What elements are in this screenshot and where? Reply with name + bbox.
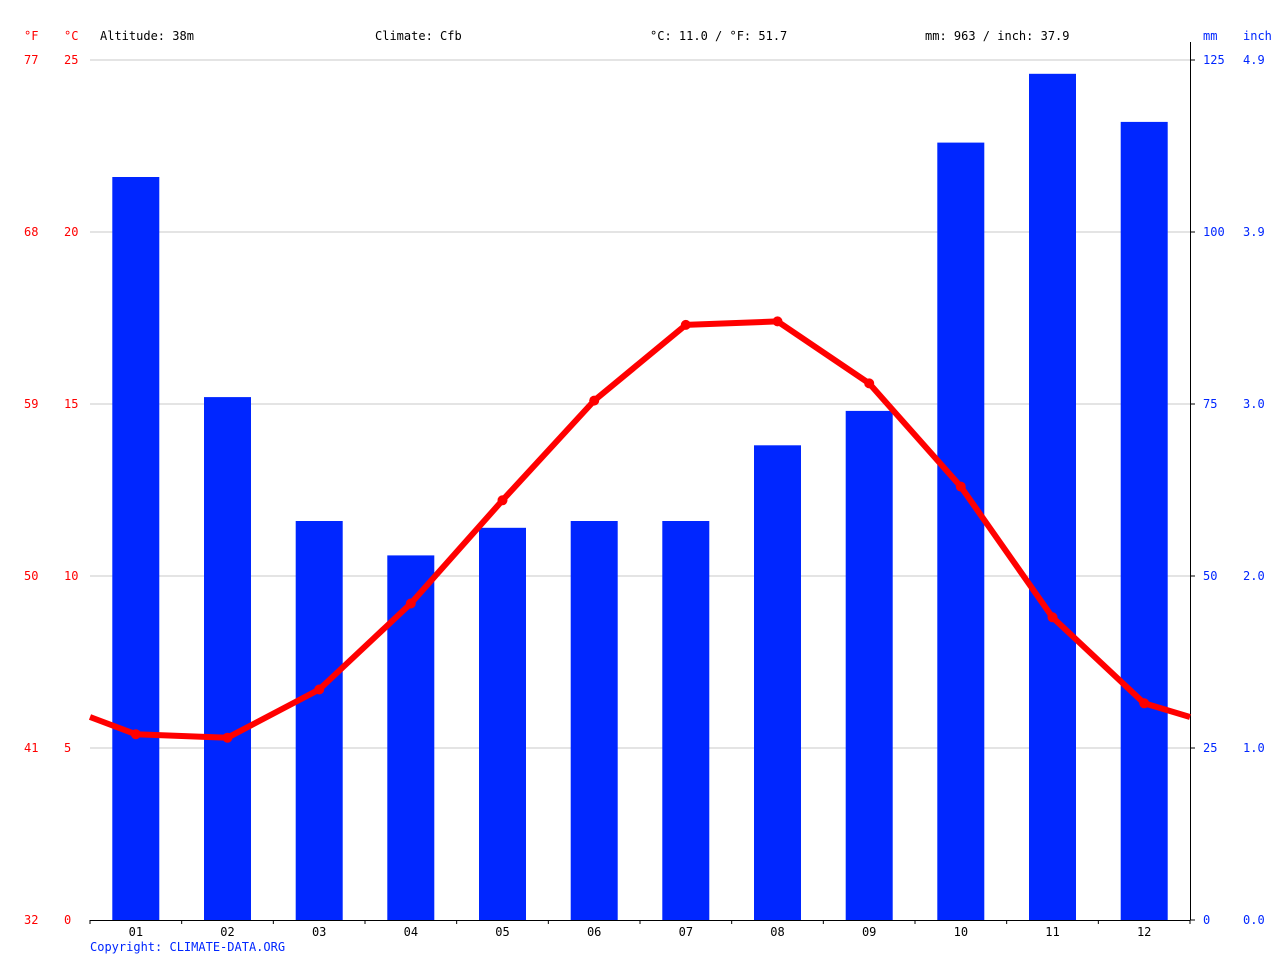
- temperature-line-path: [88, 318, 1191, 741]
- average-temperature-label: °C: 11.0 / °F: 51.7: [650, 29, 787, 43]
- mm-tick-label: 25: [1203, 741, 1217, 755]
- fahrenheit-tick-label: 50: [24, 569, 38, 583]
- celsius-tick-label: 15: [64, 397, 78, 411]
- temperature-point: [1139, 698, 1150, 709]
- precipitation-bar: [1120, 121, 1168, 920]
- mm-tick-label: 75: [1203, 397, 1217, 411]
- mm-tick-label: 0: [1203, 913, 1210, 927]
- mm-tick-label: 125: [1203, 53, 1225, 67]
- axes: [89, 42, 1195, 924]
- temperature-point: [222, 732, 233, 743]
- x-tick-label: 04: [404, 925, 418, 939]
- fahrenheit-tick-label: 32: [24, 913, 38, 927]
- temperature-line: [88, 316, 1191, 743]
- temperature-point: [1047, 612, 1058, 623]
- x-tick-label: 03: [312, 925, 326, 939]
- x-tick-label: 07: [679, 925, 693, 939]
- celsius-tick-label: 25: [64, 53, 78, 67]
- celsius-tick-label: 20: [64, 225, 78, 239]
- total-precipitation-label: mm: 963 / inch: 37.9: [925, 29, 1070, 43]
- x-tick-label: 02: [220, 925, 234, 939]
- x-tick-label: 01: [129, 925, 143, 939]
- celsius-tick-label: 0: [64, 913, 71, 927]
- celsius-tick-label: 5: [64, 741, 71, 755]
- inch-tick-label: 2.0: [1243, 569, 1265, 583]
- x-tick-label: 11: [1045, 925, 1059, 939]
- fahrenheit-unit-label: °F: [24, 29, 38, 43]
- x-tick-label: 10: [954, 925, 968, 939]
- x-tick-label: 05: [495, 925, 509, 939]
- temperature-point: [314, 684, 325, 695]
- fahrenheit-tick-label: 68: [24, 225, 38, 239]
- temperature-point: [680, 319, 691, 330]
- temperature-point: [405, 598, 416, 609]
- celsius-unit-label: °C: [64, 29, 78, 43]
- precipitation-bar: [479, 527, 526, 920]
- inch-tick-label: 4.9: [1243, 53, 1265, 67]
- tick-labels: 01 02 03 04 05 06 07 08 09 10 11 12 32 0 41 5 50 10 59 15 68…: [24, 53, 1265, 939]
- precipitation-bar: [845, 410, 893, 920]
- inch-tick-label: 1.0: [1243, 741, 1265, 755]
- climate-label: Climate: Cfb: [375, 29, 462, 43]
- mm-tick-label: 100: [1203, 225, 1225, 239]
- temperature-point: [589, 395, 600, 406]
- inch-tick-label: 0.0: [1243, 913, 1265, 927]
- precipitation-bar: [295, 521, 343, 920]
- precipitation-bar: [387, 555, 435, 920]
- temperature-point: [955, 481, 966, 492]
- precipitation-bars: [112, 73, 1168, 921]
- gridlines: [90, 59, 1190, 749]
- x-tick-label: 06: [587, 925, 601, 939]
- temperature-point: [864, 378, 875, 389]
- inch-tick-label: 3.9: [1243, 225, 1265, 239]
- x-tick-label: 12: [1137, 925, 1151, 939]
- mm-unit-label: mm: [1203, 29, 1217, 43]
- copyright-text: Copyright: CLIMATE-DATA.ORG: [90, 940, 286, 954]
- celsius-tick-label: 10: [64, 569, 78, 583]
- precipitation-bar: [1029, 73, 1076, 921]
- altitude-label: Altitude: 38m: [100, 29, 194, 43]
- precipitation-bar: [204, 397, 251, 921]
- precipitation-bar: [937, 142, 985, 921]
- inch-tick-label: 3.0: [1243, 397, 1265, 411]
- fahrenheit-tick-label: 77: [24, 53, 38, 67]
- x-tick-label: 08: [770, 925, 784, 939]
- precipitation-bar: [570, 521, 618, 920]
- precipitation-bar: [112, 177, 160, 920]
- fahrenheit-tick-label: 41: [24, 741, 38, 755]
- temperature-point: [130, 729, 141, 740]
- x-tick-label: 09: [862, 925, 876, 939]
- precipitation-bar: [662, 521, 710, 920]
- temperature-point: [772, 316, 783, 327]
- fahrenheit-tick-label: 59: [24, 397, 38, 411]
- precipitation-bar: [754, 445, 801, 920]
- mm-tick-label: 50: [1203, 569, 1217, 583]
- inch-unit-label: inch: [1243, 29, 1272, 43]
- temperature-point: [497, 495, 508, 506]
